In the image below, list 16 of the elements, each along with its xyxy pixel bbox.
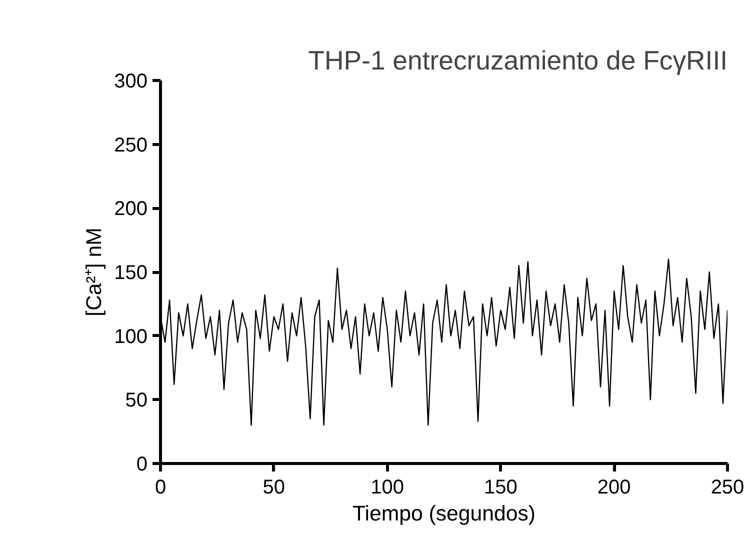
y-tick-label: 200 [114, 198, 148, 220]
x-tick-label: 200 [597, 476, 631, 498]
y-tick-label: 250 [114, 134, 148, 156]
y-tick-label: 50 [125, 390, 148, 412]
x-tick-label: 100 [370, 476, 404, 498]
y-axis-title: [Ca²⁺] nM [82, 228, 106, 316]
y-tick-label: 150 [114, 262, 148, 284]
x-tick-label: 150 [484, 476, 518, 498]
chart-title: THP-1 entrecruzamiento de FcγRIII [308, 46, 728, 76]
y-tick-label: 0 [136, 454, 148, 476]
x-tick-label: 250 [710, 476, 744, 498]
x-axis-title: Tiempo (segundos) [352, 502, 536, 526]
y-tick-label: 100 [114, 326, 148, 348]
x-tick-label: 0 [154, 476, 166, 498]
x-tick-label: 50 [262, 476, 286, 498]
y-tick-label: 300 [114, 70, 148, 92]
